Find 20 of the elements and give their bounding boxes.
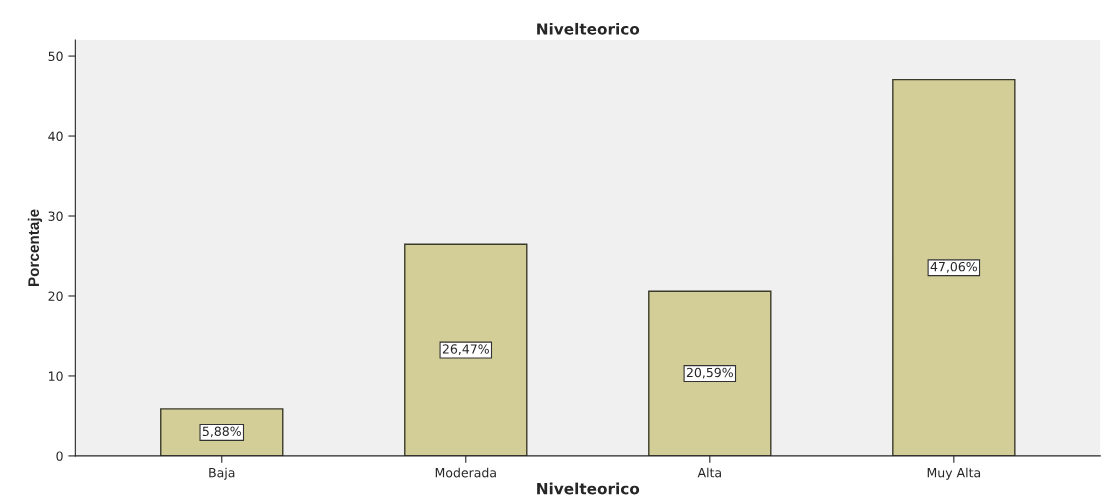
data-label: 47,06% [930,261,977,273]
x-tick-label: Muy Alta [927,467,981,480]
y-axis-title: Porcentaje [27,209,43,287]
x-axis-title: Nivelteorico [537,482,640,495]
data-label: 26,47% [442,344,489,355]
chart-title: Nivelteorico [537,22,640,35]
bar [404,243,528,456]
bar [648,290,772,456]
y-tick-label: 10 [49,371,63,381]
y-tick-label: 50 [48,51,63,61]
y-tick-label: 40 [48,131,63,141]
y-tick-label: 30 [48,211,63,221]
bar [892,78,1016,456]
x-tick-label: Moderada [435,467,496,478]
y-tick-label: 0 [56,451,63,461]
data-label: 20,59% [686,367,733,379]
x-tick-label: Alta [697,467,721,478]
data-label: 5,88% [202,426,241,438]
x-tick-label: Baja [209,467,235,480]
y-tick-label: 20 [48,291,63,301]
